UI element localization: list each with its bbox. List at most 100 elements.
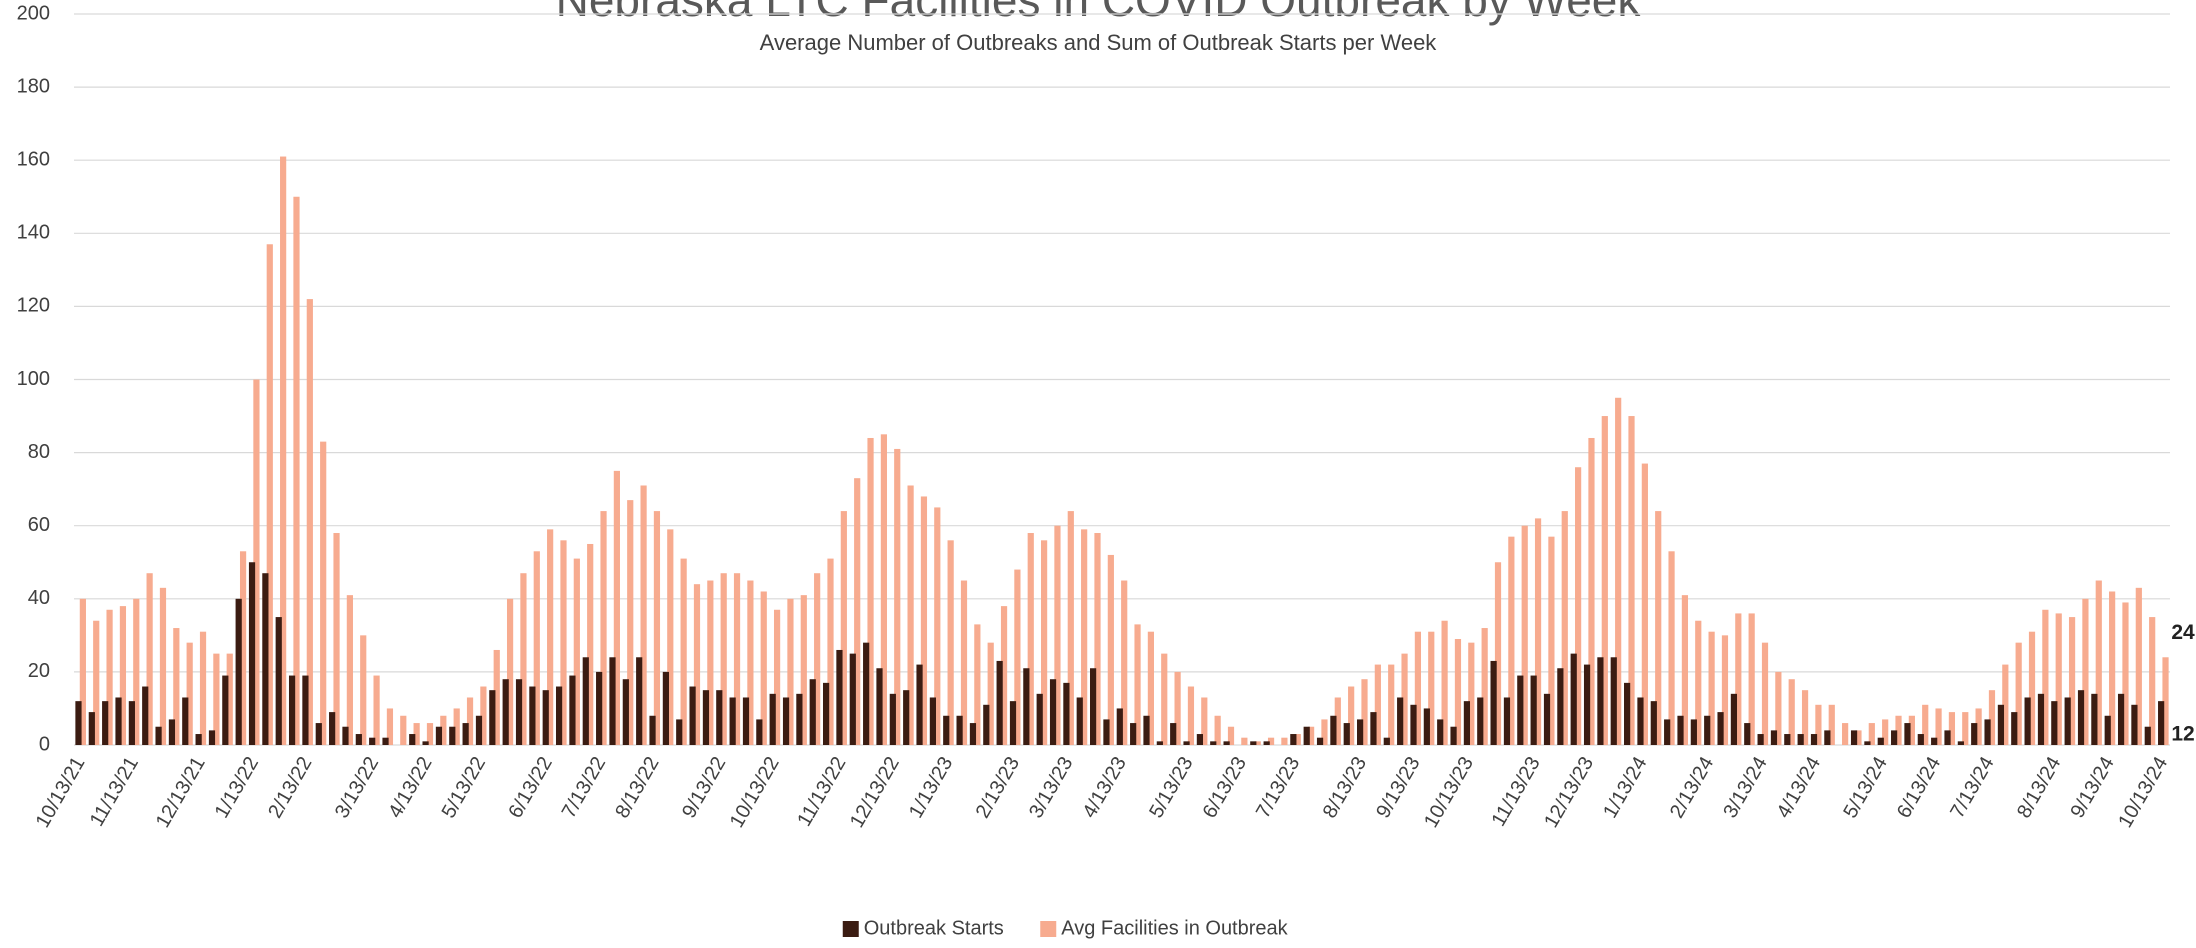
bar — [213, 653, 220, 745]
bar — [2024, 697, 2031, 745]
bar — [333, 533, 340, 745]
bar — [573, 558, 580, 745]
bar — [1147, 631, 1155, 745]
x-tick-label: 9/13/24 — [2066, 753, 2118, 822]
bar — [315, 723, 322, 745]
x-tick-label: 10/13/23 — [1420, 753, 1478, 831]
bar — [809, 679, 816, 745]
bar — [533, 551, 540, 745]
bar — [182, 697, 189, 745]
bar — [2109, 591, 2116, 745]
bar — [142, 686, 149, 745]
bar — [235, 598, 242, 745]
bar — [916, 664, 923, 745]
bar — [2149, 617, 2156, 745]
x-tick-label: 7/13/22 — [558, 753, 610, 822]
bar — [929, 697, 936, 745]
bar — [693, 584, 701, 745]
bar — [760, 591, 767, 745]
bar — [920, 496, 928, 745]
legend-swatch — [842, 921, 859, 937]
bar — [1241, 737, 1248, 745]
bar — [1664, 719, 1671, 745]
bar — [1997, 704, 2005, 745]
bar — [2002, 664, 2009, 745]
bar — [769, 693, 776, 745]
bar — [587, 543, 594, 745]
bar — [1957, 741, 1964, 745]
bar — [1437, 719, 1444, 745]
bar — [800, 595, 807, 745]
bar — [440, 715, 447, 745]
bar — [293, 196, 300, 745]
bar — [1294, 734, 1301, 745]
bar — [400, 715, 407, 745]
bar — [649, 715, 656, 745]
bar — [462, 723, 469, 745]
bar — [1063, 682, 1070, 745]
bar — [707, 580, 714, 745]
bar — [1303, 726, 1310, 745]
bar — [1040, 540, 1048, 745]
bar — [1575, 467, 1582, 745]
bar — [613, 470, 620, 745]
y-tick-label: 180 — [17, 75, 50, 97]
y-tick-label: 0 — [39, 733, 50, 755]
bar — [773, 609, 781, 745]
bar — [199, 631, 207, 745]
bar — [1183, 741, 1190, 745]
bar — [453, 708, 460, 745]
bar — [2015, 642, 2022, 745]
bar — [1477, 697, 1484, 745]
bar — [636, 657, 643, 745]
bar — [520, 573, 527, 745]
bar — [1904, 723, 1911, 745]
bar — [1708, 631, 1715, 745]
bar — [1601, 416, 1608, 745]
bar — [960, 580, 968, 745]
bar — [2051, 701, 2058, 745]
bar — [1023, 668, 1030, 745]
bar — [1196, 734, 1204, 745]
x-tick-label: 2/13/22 — [264, 753, 316, 822]
bar — [155, 726, 162, 745]
bar — [1374, 664, 1381, 745]
bar — [1316, 737, 1324, 745]
bar — [413, 723, 420, 745]
bar — [1343, 723, 1350, 745]
bar — [2077, 690, 2085, 745]
bar — [208, 730, 216, 745]
bar — [1842, 723, 1849, 745]
bar — [1081, 529, 1088, 745]
bar — [1828, 704, 1835, 745]
bar — [1624, 682, 1631, 745]
bar — [2064, 697, 2071, 745]
bar — [1757, 734, 1764, 745]
bar — [1107, 554, 1114, 745]
bar — [1850, 730, 1858, 745]
bar — [1414, 631, 1422, 745]
bar — [1917, 734, 1924, 745]
bar — [1450, 726, 1457, 745]
bar — [542, 690, 549, 745]
bar — [1410, 704, 1417, 745]
data-label: 12 — [2171, 723, 2194, 746]
x-tick-label: 8/13/22 — [611, 753, 663, 822]
bar — [159, 587, 167, 745]
bar — [1891, 730, 1898, 745]
bar — [756, 719, 763, 745]
x-tick-label: 12/13/21 — [152, 753, 210, 831]
bar — [2042, 609, 2049, 745]
bar — [1361, 679, 1368, 745]
x-tick-label: 2/13/24 — [1666, 753, 1718, 822]
bar — [2104, 715, 2111, 745]
x-tick-label: 8/13/23 — [1319, 753, 1371, 822]
bar — [493, 649, 500, 745]
bar — [168, 719, 176, 745]
bar — [863, 642, 870, 745]
bar — [849, 653, 856, 745]
bar — [1690, 719, 1697, 745]
bar — [266, 244, 273, 745]
bar — [876, 668, 883, 745]
x-tick-label: 5/13/22 — [438, 753, 490, 822]
